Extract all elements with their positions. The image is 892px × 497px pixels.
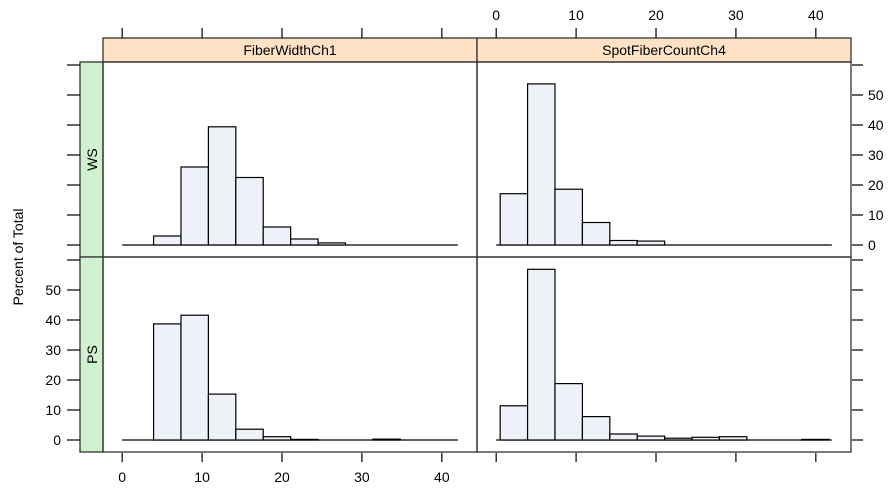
y-tick-label-left: 50: [45, 282, 61, 298]
y-tick-label-left: 20: [45, 372, 61, 388]
y-axis-label: Percent of Total: [10, 208, 26, 305]
strip-label-SpotFiberCountCh4: SpotFiberCountCh4: [602, 42, 726, 58]
y-tick-label-right: 20: [868, 177, 884, 193]
x-tick-label-top: 30: [728, 7, 744, 23]
y-tick-label-left: 40: [45, 312, 61, 328]
x-tick-label-top: 40: [808, 7, 824, 23]
histogram-bar: [554, 383, 584, 441]
strip-top-0: [102, 37, 478, 63]
histogram-bar: [372, 438, 401, 441]
histogram-bar: [180, 314, 210, 441]
histogram-bar: [636, 240, 666, 246]
x-tick-label-bottom: 30: [354, 469, 370, 485]
panel-border: [476, 256, 852, 453]
strip-label-WS: WS: [84, 148, 100, 171]
histogram-bar: [609, 239, 638, 246]
histogram-bar: [691, 436, 721, 441]
x-tick-label-top: 10: [568, 7, 584, 23]
y-tick-label-left: 0: [53, 432, 61, 448]
histogram-bar: [290, 238, 319, 246]
y-tick-label-left: 30: [45, 342, 61, 358]
y-tick-label-right: 50: [868, 87, 884, 103]
histogram-bar: [207, 126, 237, 246]
histogram-bar: [152, 235, 182, 246]
histogram-bar: [664, 437, 693, 441]
histogram-bar: [499, 193, 529, 246]
y-tick-label-right: 0: [868, 237, 876, 253]
histogram-bar: [235, 428, 264, 441]
histogram-bar: [152, 323, 182, 441]
x-tick-label-bottom: 10: [194, 469, 210, 485]
histogram-bar: [180, 166, 210, 246]
strip-label-FiberWidthCh1: FiberWidthCh1: [243, 42, 337, 58]
x-tick-label-bottom: 20: [274, 469, 290, 485]
strip-label-PS: PS: [84, 345, 100, 364]
histogram-bar: [526, 83, 556, 246]
histogram-bar: [526, 268, 556, 441]
histogram-bar: [609, 433, 638, 441]
histogram-bar: [207, 393, 237, 441]
y-tick-label-right: 10: [868, 207, 884, 223]
x-tick-label-bottom: 40: [434, 469, 450, 485]
histogram-bar: [235, 176, 264, 246]
y-tick-label-right: 40: [868, 117, 884, 133]
histogram-bar: [581, 221, 611, 246]
histogram-bar: [801, 438, 830, 441]
x-tick-label-top: 0: [492, 7, 500, 23]
histogram-bar: [290, 438, 319, 441]
y-tick-label-left: 10: [45, 402, 61, 418]
x-tick-label-top: 20: [648, 7, 664, 23]
histogram-bar: [581, 416, 611, 441]
histogram-bar: [262, 226, 292, 246]
histogram-bar: [262, 436, 292, 441]
histogram-bar: [554, 188, 584, 246]
histogram-bar: [317, 242, 347, 246]
histogram-bar: [718, 436, 748, 441]
histogram-bar: [499, 405, 529, 441]
x-tick-label-bottom: 0: [118, 469, 126, 485]
strip-top-1: [476, 37, 852, 63]
y-tick-label-right: 30: [868, 147, 884, 163]
histogram-bar: [636, 435, 666, 441]
